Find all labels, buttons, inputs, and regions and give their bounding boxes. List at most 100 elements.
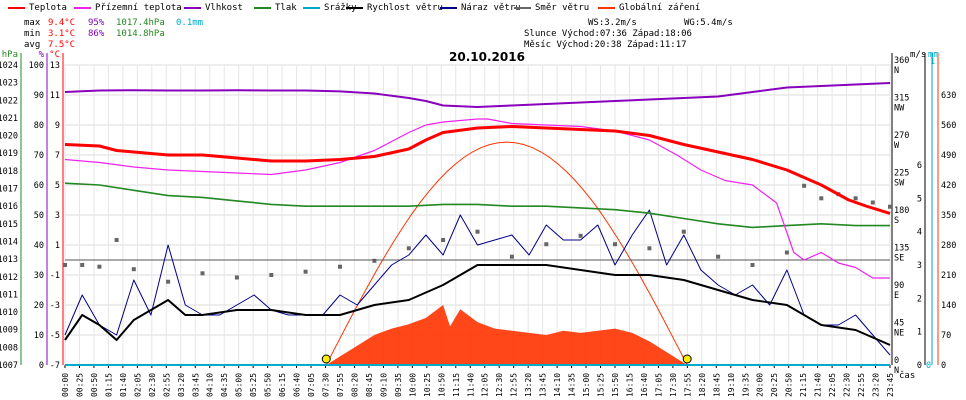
x-axis-tick-label: 01:15 <box>104 373 113 397</box>
solar-axis-tick-label: 560 <box>941 121 956 131</box>
x-axis-tick-label: 09:35 <box>394 373 403 397</box>
legend-item-rain: Srážky <box>303 2 357 14</box>
x-axis-tick-label: 11:40 <box>466 373 475 397</box>
humidity-axis-tick-label: 0 <box>39 361 44 371</box>
pressure-axis-tick-label: 1022 <box>0 96 18 106</box>
direction-axis-compass-label: N <box>894 66 899 76</box>
series-line-ground <box>64 118 890 279</box>
chart-title-date: 20.10.2016 <box>449 50 525 64</box>
pressure-axis-tick-label: 1009 <box>0 326 18 336</box>
solar-axis-tick-label: 420 <box>941 181 956 191</box>
x-axis-tick-label: 21:40 <box>814 373 823 397</box>
humidity-axis-tick-label: 100 <box>29 61 44 71</box>
wind-axis-tick-label: 4 <box>917 228 922 238</box>
x-axis-tick-label: 09:10 <box>379 373 388 397</box>
legend-item-humidity: Vlhkost <box>184 2 243 14</box>
x-axis-tick-label: 07:55 <box>336 373 345 397</box>
legend-swatch <box>303 6 320 9</box>
x-axis-tick-label: 05:50 <box>264 373 273 397</box>
pressure-axis-tick-label: 1012 <box>0 273 18 283</box>
solar-axis-tick-label: 70 <box>941 331 951 341</box>
x-axis-tick-label: 17:05 <box>654 373 663 397</box>
humidity-axis-tick-label: 20 <box>34 301 44 311</box>
pressure-axis-tick-label: 1014 <box>0 237 18 247</box>
wind-direction-point <box>888 204 892 209</box>
legend-swatch <box>254 6 271 9</box>
temperature-axis-tick-label: -5 <box>50 331 60 341</box>
pressure-axis-tick-label: 1013 <box>0 255 18 265</box>
pressure-axis-tick-label: 1018 <box>0 167 18 177</box>
x-axis-tick-label: 14:35 <box>568 373 577 397</box>
wind-direction-point <box>406 246 411 251</box>
wind-direction-point <box>509 254 514 259</box>
legend-swatch <box>184 6 201 9</box>
x-axis-tick-label: 15:50 <box>611 373 620 397</box>
x-axis-tick-label: 04:10 <box>206 373 215 397</box>
x-axis-tick-label: 11:15 <box>452 373 461 397</box>
x-axis-tick-label: 04:35 <box>220 373 229 397</box>
direction-axis-tick-label: 90 <box>894 281 904 291</box>
sunset-icon <box>682 354 692 364</box>
x-axis-tick-label: 05:25 <box>249 373 258 397</box>
wind-direction-point <box>131 267 136 272</box>
x-axis-tick-label: 23:20 <box>872 373 881 397</box>
humidity-axis-tick-label: 60 <box>34 181 44 191</box>
direction-axis-tick-label: 180 <box>894 206 909 216</box>
direction-axis-tick-label: 315 <box>894 94 909 104</box>
stat-max-rain: 0.1mm <box>176 18 204 28</box>
x-axis-tick-label: 06:15 <box>278 373 287 397</box>
direction-axis-compass-label: SE <box>894 254 904 264</box>
rain-axis-unit: mm <box>928 50 939 60</box>
x-axis-tick-label: 16:15 <box>625 373 634 397</box>
x-axis-tick-label: 23:45 <box>886 373 895 397</box>
stat-wind-speed: WS:3.2m/s <box>588 18 637 28</box>
x-axis-tick-label: 07:30 <box>322 373 331 397</box>
x-axis-tick-label: 12:05 <box>481 373 490 397</box>
humidity-axis-tick-label: 30 <box>34 271 44 281</box>
stat-max-temp: 9.4°C <box>48 18 76 28</box>
pressure-axis-tick-label: 1007 <box>0 361 18 371</box>
pressure-axis-tick-label: 1019 <box>0 149 18 159</box>
wind-direction-point <box>234 275 239 280</box>
solar-axis-tick-label: 630 <box>941 91 956 101</box>
stat-avg-temp: 7.5°C <box>48 40 76 50</box>
stat-sun-times: Slunce Východ:07:36 Západ:18:06 <box>524 29 692 39</box>
wind-direction-point <box>802 183 807 188</box>
x-axis-tick-label: 15:25 <box>597 373 606 397</box>
legend-item-wind-gust: Náraz větru <box>440 2 521 14</box>
pressure-axis-tick-label: 1021 <box>0 114 18 124</box>
direction-axis-compass-label: SW <box>894 179 905 189</box>
temperature-axis-tick-label: 3 <box>55 211 60 221</box>
wind-direction-point <box>166 279 171 284</box>
wind-direction-point <box>578 233 583 238</box>
wind-direction-point <box>681 229 686 234</box>
wind-axis-tick-label: 1 <box>917 328 922 338</box>
x-axis-tick-label: 00:25 <box>75 373 84 397</box>
direction-axis-tick-label: 225 <box>894 169 909 179</box>
x-axis-label: čas <box>899 370 915 381</box>
x-axis-tick-label: 06:40 <box>293 373 302 397</box>
wind-direction-point <box>870 200 875 205</box>
x-axis-tick-label: 18:45 <box>712 373 721 397</box>
wind-axis-tick-label: 3 <box>917 261 922 271</box>
temperature-axis-tick-label: -3 <box>50 301 60 311</box>
series-line-temp <box>64 125 891 215</box>
humidity-axis-tick-label: 90 <box>34 91 44 101</box>
pressure-axis-tick-label: 1010 <box>0 308 18 318</box>
pressure-axis-tick-label: 1011 <box>0 290 18 300</box>
stat-min-label: min <box>24 29 41 39</box>
humidity-axis-tick-label: 70 <box>34 151 44 161</box>
temperature-axis-tick-label: 11 <box>50 91 60 101</box>
temperature-axis-tick-label: -1 <box>50 271 60 281</box>
direction-axis-compass-label: N <box>894 366 899 376</box>
wind-direction-point <box>647 246 652 251</box>
pressure-axis-tick-label: 1023 <box>0 79 18 89</box>
x-axis-tick-label: 19:35 <box>741 373 750 397</box>
wind-direction-point <box>80 263 85 267</box>
series-line-hum <box>64 82 891 108</box>
series-area-solar <box>326 305 688 365</box>
x-axis-tick-label: 20:50 <box>785 373 794 397</box>
x-axis-tick-label: 22:05 <box>828 373 837 397</box>
x-axis-tick-label: 10:50 <box>437 373 446 397</box>
